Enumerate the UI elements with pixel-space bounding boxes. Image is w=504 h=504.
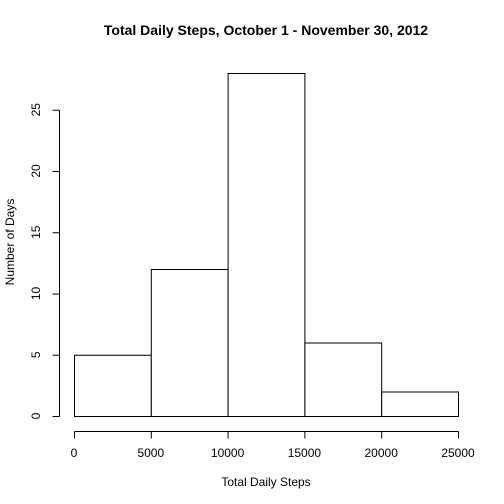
x-tick-label: 0 bbox=[71, 446, 78, 460]
x-axis-title: Total Daily Steps bbox=[221, 475, 310, 489]
x-tick-label: 5000 bbox=[137, 446, 164, 460]
y-tick-label: 0 bbox=[29, 412, 43, 419]
histogram-bar-2 bbox=[150, 269, 229, 417]
y-tick-label: 5 bbox=[29, 351, 43, 358]
histogram-bar-5 bbox=[381, 391, 460, 417]
chart-title: Total Daily Steps, October 1 - November … bbox=[104, 22, 428, 38]
histogram-bar-1 bbox=[74, 354, 152, 417]
y-tick-label: 20 bbox=[29, 164, 43, 178]
bars-group bbox=[74, 73, 460, 417]
y-tick-label: 25 bbox=[29, 103, 43, 117]
y-axis: 0 5 10 15 20 25 bbox=[29, 103, 60, 419]
y-axis-title: Number of Days bbox=[3, 199, 17, 286]
y-tick-label: 15 bbox=[29, 225, 43, 239]
x-tick-label: 10000 bbox=[211, 446, 245, 460]
y-tick-label: 10 bbox=[29, 287, 43, 301]
x-tick-label: 20000 bbox=[365, 446, 399, 460]
x-axis: 0 5000 10000 15000 20000 25000 bbox=[71, 431, 475, 460]
histogram-bar-4 bbox=[304, 342, 383, 417]
x-tick-label: 15000 bbox=[288, 446, 322, 460]
histogram-bar-3 bbox=[227, 73, 306, 417]
x-tick-label: 25000 bbox=[441, 446, 475, 460]
